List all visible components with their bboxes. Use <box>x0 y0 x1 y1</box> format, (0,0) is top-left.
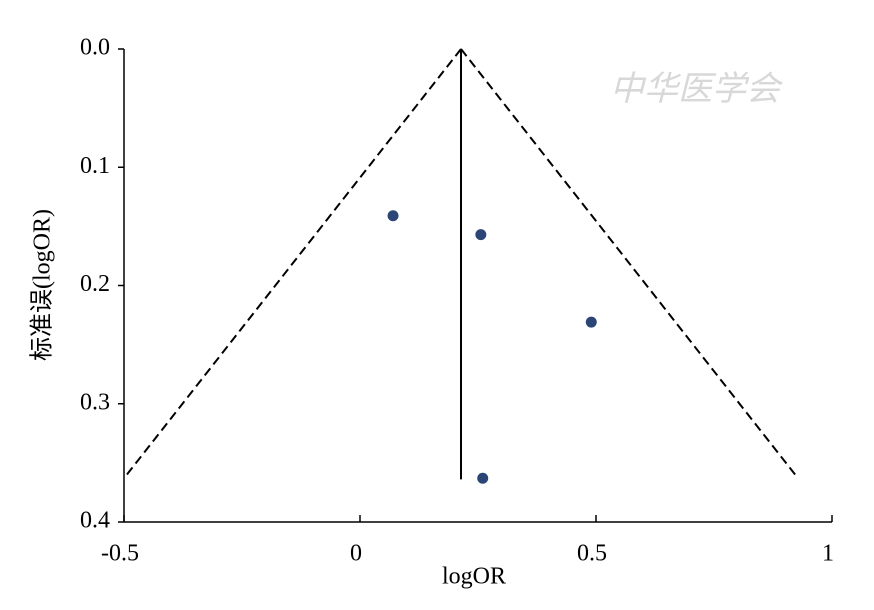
study-point <box>475 229 487 241</box>
x-tick-label: 1 <box>822 541 834 567</box>
funnel-line <box>460 48 799 479</box>
y-tick-label: 0.0 <box>80 35 110 61</box>
x-tick-label: 0 <box>350 541 362 567</box>
study-point <box>387 210 399 222</box>
x-axis-label: logOR <box>442 564 506 590</box>
study-point <box>477 472 489 484</box>
x-tick-label: -0.5 <box>101 541 139 567</box>
x-tick-label: 0.5 <box>577 541 607 567</box>
y-tick-label: 0.2 <box>80 271 110 297</box>
watermark: 中华医学会 <box>610 71 784 108</box>
study-point <box>585 316 597 328</box>
y-tick-label: 0.1 <box>80 153 110 179</box>
funnel-line <box>123 48 462 479</box>
y-tick-label: 0.3 <box>80 389 110 415</box>
y-axis-label: 标准误(logOR) <box>29 209 56 361</box>
y-tick-label: 0.4 <box>80 508 110 534</box>
